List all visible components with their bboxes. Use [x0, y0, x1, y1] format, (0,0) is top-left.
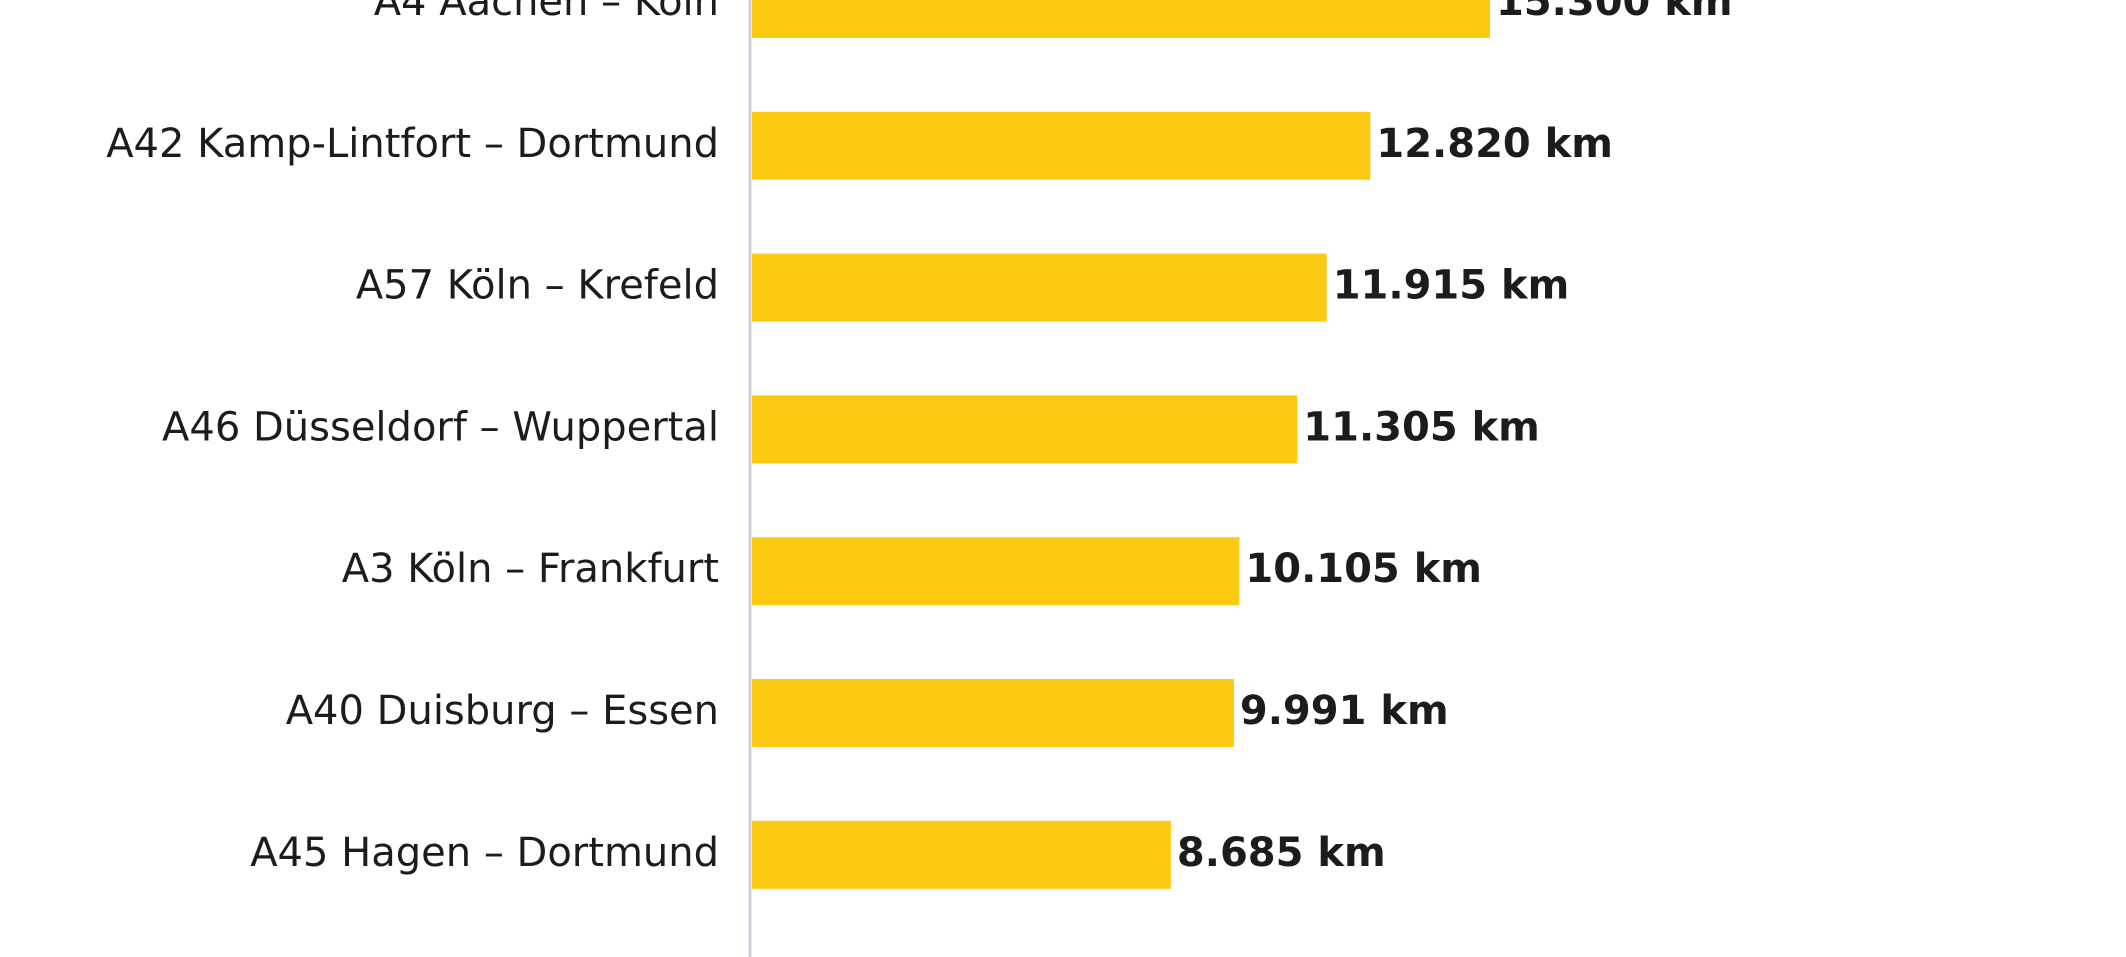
value-label: 8.685 km: [1177, 830, 1386, 876]
value-label: 11.305 km: [1303, 404, 1540, 450]
category-label: A40 Duisburg – Essen: [286, 688, 719, 734]
category-label: A57 Köln – Krefeld: [356, 263, 719, 309]
value-label: 12.820 km: [1376, 121, 1613, 167]
category-label: A3 Köln – Frankfurt: [342, 546, 719, 592]
value-label: 15.300 km: [1496, 0, 1733, 25]
bar: [752, 395, 1298, 464]
category-label: A4 Aachen – Köln: [374, 0, 719, 25]
value-label: 10.105 km: [1245, 546, 1482, 592]
bar: [752, 0, 1490, 38]
category-label: A46 Düsseldorf – Wuppertal: [162, 404, 719, 450]
bar: [752, 679, 1234, 747]
category-label: A42 Kamp-Lintfort – Dortmund: [106, 121, 719, 167]
bar: [752, 253, 1327, 322]
category-label: A45 Hagen – Dortmund: [250, 830, 719, 876]
value-label: 9.991 km: [1240, 688, 1449, 734]
bar: [752, 537, 1240, 606]
bar: [752, 111, 1371, 180]
value-label: 11.915 km: [1333, 263, 1570, 309]
bar: [752, 820, 1171, 889]
